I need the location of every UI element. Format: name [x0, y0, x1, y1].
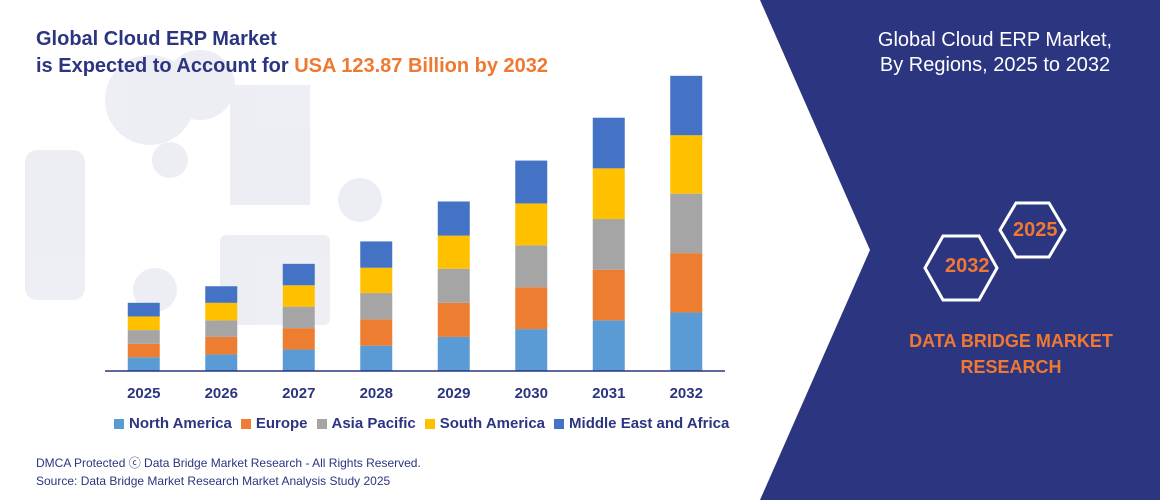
bar-2026-asia-pacific — [205, 320, 237, 337]
brand-line-2: RESEARCH — [880, 354, 1142, 380]
bar-2028-europe — [360, 319, 392, 345]
legend-swatch — [241, 419, 251, 429]
legend-label: Asia Pacific — [332, 415, 416, 432]
hex-year-2025: 2025 — [1013, 219, 1058, 242]
bar-2025-asia-pacific — [128, 330, 160, 344]
bar-2027-middle-east-and-africa — [283, 264, 315, 285]
copyright-notice: DMCA Protected ⓒ Data Bridge Market Rese… — [36, 454, 421, 471]
bar-2030-europe — [515, 287, 547, 329]
bar-2028-middle-east-and-africa — [360, 241, 392, 267]
bar-2025-middle-east-and-africa — [128, 303, 160, 317]
bar-2028-asia-pacific — [360, 293, 392, 319]
bar-2030-asia-pacific — [515, 245, 547, 287]
legend-item-europe: Europe — [241, 415, 308, 432]
legend-item-middle-east-africa: Middle East and Africa — [554, 415, 729, 432]
chart-legend: North America Europe Asia Pacific South … — [114, 415, 729, 432]
brand-line-1: DATA BRIDGE MARKET — [880, 328, 1142, 354]
bar-2031-europe — [593, 270, 625, 321]
legend-label: North America — [129, 415, 232, 432]
hex-year-2032: 2032 — [945, 255, 990, 278]
bar-2029-europe — [438, 303, 470, 337]
legend-swatch — [114, 419, 124, 429]
legend-item-south-america: South America — [425, 415, 545, 432]
bar-2032-north-america — [670, 313, 702, 371]
x-tick-label: 2031 — [592, 385, 625, 402]
bar-2029-middle-east-and-africa — [438, 201, 470, 235]
bar-2025-north-america — [128, 357, 160, 371]
panel-title-line-1: Global Cloud ERP Market, — [830, 28, 1160, 53]
bar-2028-north-america — [360, 346, 392, 371]
x-tick-label: 2026 — [205, 385, 238, 402]
bar-2027-europe — [283, 328, 315, 349]
bar-2029-asia-pacific — [438, 269, 470, 303]
x-tick-label: 2025 — [127, 385, 160, 402]
legend-label: Europe — [256, 415, 308, 432]
legend-label: South America — [440, 415, 545, 432]
bar-2029-south-america — [438, 236, 470, 269]
legend-item-north-america: North America — [114, 415, 232, 432]
bar-2025-south-america — [128, 316, 160, 330]
x-tick-label: 2028 — [360, 385, 393, 402]
bar-2032-asia-pacific — [670, 194, 702, 253]
bar-2026-europe — [205, 337, 237, 355]
bar-2026-north-america — [205, 354, 237, 371]
bar-2027-north-america — [283, 350, 315, 371]
x-tick-label: 2027 — [282, 385, 315, 402]
panel-title-line-2: By Regions, 2025 to 2032 — [830, 53, 1160, 78]
source-note: Source: Data Bridge Market Research Mark… — [36, 474, 390, 488]
legend-swatch — [554, 419, 564, 429]
legend-label: Middle East and Africa — [569, 415, 729, 432]
bar-2031-north-america — [593, 320, 625, 371]
bar-2030-middle-east-and-africa — [515, 161, 547, 204]
bar-2031-asia-pacific — [593, 219, 625, 270]
bar-2032-europe — [670, 253, 702, 312]
bar-2030-south-america — [515, 203, 547, 245]
bar-2031-middle-east-and-africa — [593, 118, 625, 169]
stacked-bar-chart: 2025 2026 2027 2028 2029 2030 2031 2032 — [0, 0, 760, 410]
bar-2026-middle-east-and-africa — [205, 286, 237, 303]
bar-2025-europe — [128, 344, 160, 358]
bar-2030-north-america — [515, 329, 547, 371]
infographic: Global Cloud ERP Market is Expected to A… — [0, 0, 1160, 500]
bar-2026-south-america — [205, 303, 237, 321]
legend-swatch — [317, 419, 327, 429]
bar-2027-asia-pacific — [283, 307, 315, 328]
bar-2031-south-america — [593, 168, 625, 219]
bar-2029-north-america — [438, 337, 470, 371]
brand-name: DATA BRIDGE MARKET RESEARCH — [880, 328, 1142, 380]
bar-2032-south-america — [670, 135, 702, 193]
x-tick-label: 2030 — [515, 385, 548, 402]
panel-title: Global Cloud ERP Market, By Regions, 202… — [830, 28, 1160, 78]
x-tick-label: 2029 — [437, 385, 470, 402]
bar-2032-middle-east-and-africa — [670, 76, 702, 135]
bar-2027-south-america — [283, 285, 315, 306]
bar-2028-south-america — [360, 268, 392, 293]
legend-swatch — [425, 419, 435, 429]
x-tick-label: 2032 — [670, 385, 703, 402]
legend-item-asia-pacific: Asia Pacific — [317, 415, 416, 432]
